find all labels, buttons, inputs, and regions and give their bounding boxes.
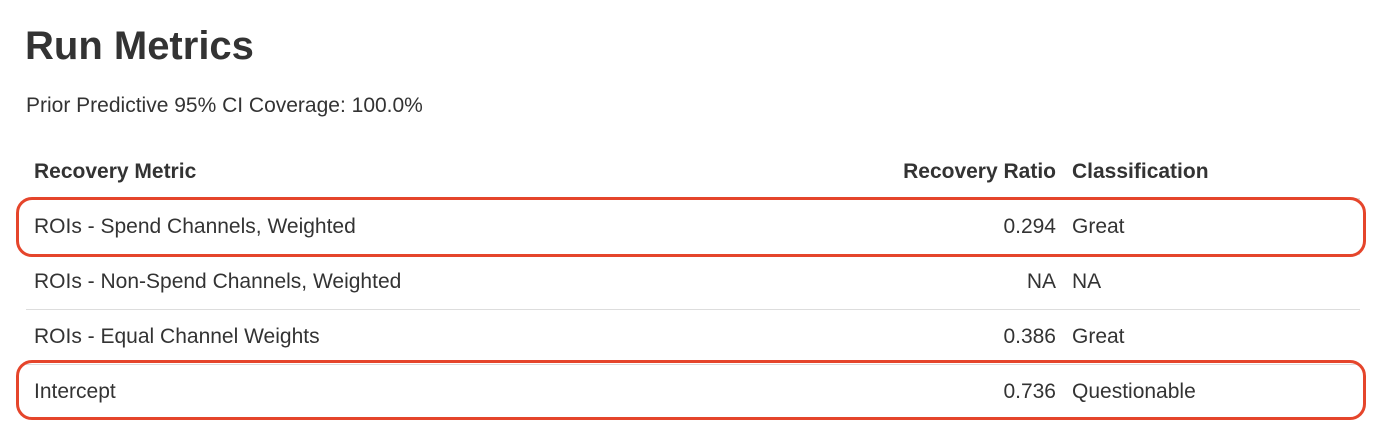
metric-cell: Intercept xyxy=(26,364,858,419)
classification-cell: NA xyxy=(1064,254,1360,310)
header-classification: Classification xyxy=(1064,145,1360,200)
page-title: Run Metrics xyxy=(25,24,254,68)
classification-cell: Questionable xyxy=(1064,364,1360,419)
metrics-table: Recovery Metric Recovery Ratio Classific… xyxy=(26,145,1360,419)
ratio-cell: 0.386 xyxy=(858,309,1064,365)
ratio-cell: 0.294 xyxy=(1003,215,1056,238)
ratio-cell: NA xyxy=(858,254,1064,310)
table-row: ROIs - Equal Channel Weights 0.386 Great xyxy=(26,309,1360,365)
ratio-cell: 0.736 xyxy=(858,364,1064,419)
metric-cell: ROIs - Equal Channel Weights xyxy=(26,309,858,365)
table-row: ROIs - Spend Channels, Weighted 0.294 Gr… xyxy=(26,199,1360,255)
metric-cell: ROIs - Spend Channels, Weighted xyxy=(34,215,356,238)
coverage-text: Prior Predictive 95% CI Coverage: 100.0% xyxy=(26,94,423,117)
table-header: Recovery Metric Recovery Ratio Classific… xyxy=(26,145,1360,200)
classification-cell: Great xyxy=(1064,309,1360,365)
header-ratio: Recovery Ratio xyxy=(858,145,1064,200)
classification-cell: Great xyxy=(1072,215,1125,238)
header-metric: Recovery Metric xyxy=(26,145,858,200)
table-row: ROIs - Non-Spend Channels, Weighted NA N… xyxy=(26,254,1360,310)
metric-cell: ROIs - Non-Spend Channels, Weighted xyxy=(26,254,858,310)
table-row: Intercept 0.736 Questionable xyxy=(26,364,1360,419)
